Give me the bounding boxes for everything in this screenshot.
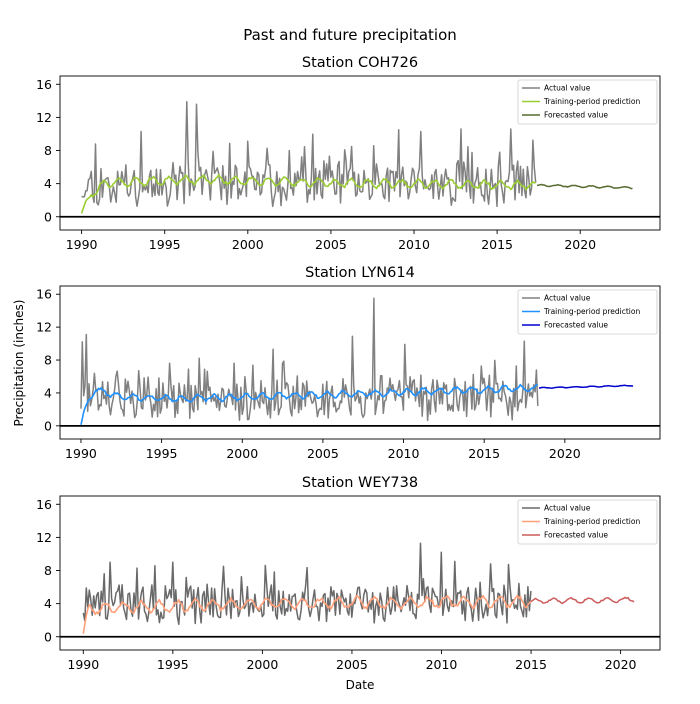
y-tick-label: 12 <box>36 110 52 125</box>
x-tick-label: 2015 <box>481 237 513 252</box>
chart-panel-3: Station WEY738 0 4 8 12 16 1990 1995 2000 2005 201… <box>36 475 661 672</box>
legend-label: Forecasted value <box>544 531 608 540</box>
series-line-3 <box>530 596 635 605</box>
axes-frame <box>59 495 661 651</box>
legend-label: Forecasted value <box>544 321 608 330</box>
x-tick-label: 2005 <box>336 657 368 672</box>
x-tick-label: 1990 <box>65 446 97 461</box>
x-tick-label: 2010 <box>398 237 430 252</box>
legend-box <box>517 79 658 125</box>
y-tick-label: 4 <box>44 596 52 611</box>
chart-panel-2: Station LYN614 0 4 8 12 16 1990 1995 2000 2005 201… <box>36 265 661 461</box>
x-tick-label: 2010 <box>426 657 458 672</box>
x-tick-label: 1990 <box>67 657 99 672</box>
x-tick-label: 2000 <box>246 657 278 672</box>
x-tick-label: 1990 <box>66 237 98 252</box>
y-tick-label: 8 <box>44 563 52 578</box>
x-tick-label: 2000 <box>232 237 264 252</box>
series-line-1 <box>80 297 539 422</box>
y-tick-label: 4 <box>44 385 52 400</box>
x-tick-label: 2020 <box>564 237 596 252</box>
y-tick-label: 0 <box>44 209 52 224</box>
y-tick-label: 16 <box>36 77 52 92</box>
legend-box <box>517 499 658 545</box>
x-axis-label: Date <box>346 678 375 692</box>
y-tick-label: 12 <box>36 320 52 335</box>
series-line-1 <box>81 100 537 208</box>
series-group <box>82 542 635 634</box>
legend-label: Training-period prediction <box>543 97 640 106</box>
x-tick-label: 1995 <box>149 237 181 252</box>
legend-label: Training-period prediction <box>543 307 640 316</box>
legend: Actual value Training-period prediction Fo… <box>517 499 658 545</box>
x-tick-label: 2005 <box>307 446 339 461</box>
y-tick-label: 4 <box>44 176 52 191</box>
y-tick-label: 8 <box>44 353 52 368</box>
panel-title: Station WEY738 <box>302 475 418 491</box>
legend-label: Actual value <box>544 294 591 303</box>
x-tick-label: 2020 <box>549 446 581 461</box>
series-line-2 <box>82 594 532 634</box>
legend: Actual value Training-period prediction Fo… <box>517 289 658 335</box>
axes-frame <box>59 285 661 440</box>
x-tick-label: 2000 <box>226 446 258 461</box>
series-line-2 <box>80 383 539 425</box>
series-line-2 <box>80 174 536 214</box>
x-tick-label: 2010 <box>388 446 420 461</box>
y-tick-label: 8 <box>44 143 52 158</box>
panel-title: Station COH726 <box>302 55 418 71</box>
legend-label: Training-period prediction <box>543 517 640 526</box>
legend-box <box>517 289 658 335</box>
y-tick-label: 16 <box>36 497 52 512</box>
figure-title: Past and future precipitation <box>243 26 457 44</box>
legend: Actual value Training-period prediction Fo… <box>517 79 658 125</box>
y-tick-label: 0 <box>44 629 52 644</box>
legend-label: Actual value <box>544 84 591 93</box>
x-tick-label: 2015 <box>515 657 547 672</box>
y-axis-label: Precipitation (inches) <box>12 300 26 427</box>
panel-title: Station LYN614 <box>305 265 415 281</box>
x-tick-label: 1995 <box>157 657 189 672</box>
y-tick-label: 0 <box>44 418 52 433</box>
series-group <box>80 100 633 214</box>
series-line-3 <box>538 384 634 389</box>
legend-label: Forecasted value <box>544 111 608 120</box>
x-tick-label: 2015 <box>468 446 500 461</box>
x-tick-label: 1995 <box>146 446 178 461</box>
chart-panel-1: Station COH726 0 4 8 12 16 1990 1995 2000 2005 201… <box>36 55 661 252</box>
x-tick-label: 2020 <box>605 657 637 672</box>
x-tick-label: 2005 <box>315 237 347 252</box>
legend-label: Actual value <box>544 504 591 513</box>
series-group <box>80 297 634 425</box>
series-line-3 <box>536 183 633 190</box>
y-tick-label: 16 <box>36 287 52 302</box>
axes-frame <box>59 75 661 231</box>
y-tick-label: 12 <box>36 530 52 545</box>
